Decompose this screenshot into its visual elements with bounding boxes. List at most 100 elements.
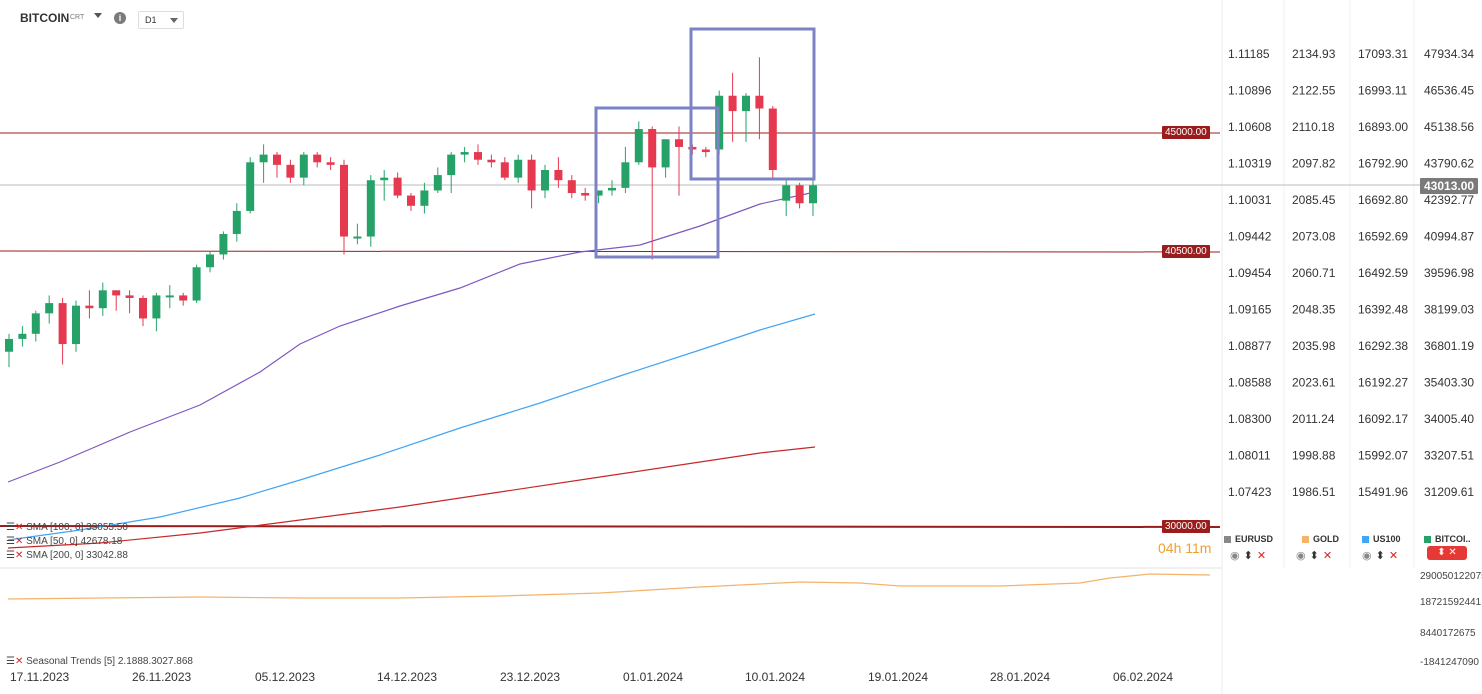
- price-axis-label: 16692.80: [1358, 193, 1408, 207]
- close-icon[interactable]: ✕: [14, 550, 24, 561]
- level-tag-30000[interactable]: 30000.00: [1162, 520, 1210, 533]
- candle-body: [340, 164, 348, 237]
- price-axis-label: 16092.17: [1358, 412, 1408, 426]
- close-icon[interactable]: ✕: [1256, 550, 1267, 562]
- info-icon[interactable]: i: [114, 12, 126, 24]
- sort-arrows-icon[interactable]: ⬍: [1437, 547, 1446, 558]
- sort-arrows-icon[interactable]: ⬍: [1243, 550, 1253, 562]
- chevron-down-icon: [170, 18, 178, 23]
- candle-body: [31, 313, 40, 334]
- instrument-us100[interactable]: US100: [1362, 534, 1401, 544]
- instrument-eurusd[interactable]: EURUSD: [1224, 534, 1273, 544]
- symbol-name[interactable]: BITCOIN: [20, 11, 70, 25]
- candle-body: [219, 233, 228, 255]
- price-axis-label: 1.08877: [1228, 339, 1272, 353]
- close-icon[interactable]: ✕: [1322, 550, 1333, 562]
- sma200-legend[interactable]: ☰✕ SMA [200, 0] 33042.88: [6, 550, 128, 561]
- price-axis-label: 46536.45: [1424, 84, 1474, 98]
- sma50-legend[interactable]: ☰✕ SMA [50, 0] 42678.18: [6, 536, 122, 547]
- price-axis-label: 2048.35: [1292, 303, 1336, 317]
- candle-body: [728, 95, 737, 112]
- symbol-dropdown-icon[interactable]: [94, 13, 102, 18]
- price-axis-label: 1.09454: [1228, 266, 1272, 280]
- sort-arrows-icon[interactable]: ⬍: [1375, 550, 1385, 562]
- lower-axis-label: 8440172675: [1420, 628, 1476, 639]
- price-axis-label: 2023.61: [1292, 376, 1336, 390]
- price-axis-label: 1986.51: [1292, 485, 1336, 499]
- timeframe-select[interactable]: D1: [138, 11, 184, 29]
- eye-icon[interactable]: ◉: [1296, 550, 1306, 562]
- price-axis-label: 1.10896: [1228, 84, 1272, 98]
- price-axis-label: 2122.55: [1292, 84, 1336, 98]
- us100-swatch: [1362, 536, 1369, 544]
- legend-menu-icon[interactable]: ☰: [6, 550, 15, 561]
- candle-body: [353, 236, 362, 239]
- eurusd-swatch: [1224, 536, 1231, 544]
- candle-body: [5, 338, 13, 352]
- gold-swatch: [1302, 536, 1309, 544]
- close-icon[interactable]: ✕: [1448, 547, 1457, 558]
- candle-body: [541, 169, 549, 191]
- level-tag-40500[interactable]: 40500.00: [1162, 245, 1210, 258]
- sort-arrows-icon[interactable]: ⬍: [1309, 550, 1319, 562]
- instrument-gold[interactable]: GOLD: [1302, 534, 1339, 544]
- price-axis-label: 36801.19: [1424, 339, 1474, 353]
- price-axis-label: 1.08011: [1228, 449, 1271, 463]
- legend-menu-icon[interactable]: ☰: [6, 536, 15, 547]
- price-axis-label: 16492.59: [1358, 266, 1408, 280]
- price-axis-label: 2035.98: [1292, 339, 1336, 353]
- candle-body: [782, 185, 791, 201]
- price-axis-label: 17093.31: [1358, 47, 1408, 61]
- candle-body: [313, 154, 322, 163]
- legend-menu-icon[interactable]: ☰: [6, 656, 15, 667]
- price-axis-label: 2097.82: [1292, 157, 1336, 171]
- price-axis-label: 43790.62: [1424, 157, 1474, 171]
- seasonal-label: Seasonal Trends [5] 2.1888.3027.868: [26, 656, 193, 667]
- seasonal-legend[interactable]: ☰✕ Seasonal Trends [5] 2.1888.3027.868: [6, 656, 193, 667]
- legend-menu-icon[interactable]: ☰: [6, 522, 15, 533]
- timeframe-value: D1: [145, 15, 157, 25]
- price-axis-label: 40994.87: [1424, 230, 1474, 244]
- sma100-legend[interactable]: ☰✕ SMA [100, 0] 33055.50: [6, 522, 128, 533]
- candle-body: [139, 297, 147, 319]
- date-label: 10.01.2024: [745, 670, 806, 684]
- price-axis-label: 16392.48: [1358, 303, 1408, 317]
- eye-icon[interactable]: ◉: [1230, 550, 1240, 562]
- close-icon[interactable]: ✕: [1388, 550, 1399, 562]
- date-label: 26.11.2023: [132, 670, 192, 684]
- eurusd-controls[interactable]: ◉ ⬍ ✕: [1230, 549, 1266, 562]
- price-axis-label: 2134.93: [1292, 47, 1336, 61]
- level-tag-45000[interactable]: 45000.00: [1162, 126, 1210, 139]
- candle-body: [634, 129, 643, 163]
- candle-body: [514, 159, 523, 178]
- candle-body: [701, 149, 710, 153]
- price-axis-label: 1.10319: [1228, 157, 1272, 171]
- level-line-40500: [0, 250, 1221, 253]
- candle-body: [125, 295, 134, 298]
- close-icon[interactable]: ✕: [14, 536, 24, 547]
- candle-body: [206, 254, 214, 268]
- close-icon[interactable]: ✕: [14, 522, 24, 533]
- eye-icon[interactable]: ◉: [1362, 550, 1372, 562]
- candle-body: [447, 154, 456, 176]
- date-label: 19.01.2024: [868, 670, 929, 684]
- candle-body: [165, 295, 174, 298]
- price-axis-label: 16192.27: [1358, 376, 1408, 390]
- candle-body: [474, 152, 482, 160]
- bitcoin-controls[interactable]: ⬍ ✕: [1427, 546, 1467, 560]
- close-icon[interactable]: ✕: [14, 656, 24, 667]
- candle-body: [380, 177, 389, 181]
- symbol-suffix: CRT: [70, 14, 85, 21]
- candle-body: [259, 154, 268, 163]
- candle-body: [85, 305, 94, 309]
- price-axis-label: 15992.07: [1358, 449, 1408, 463]
- price-axis-label: 16893.00: [1358, 120, 1408, 134]
- candle-body: [45, 303, 54, 314]
- us100-controls[interactable]: ◉ ⬍ ✕: [1362, 549, 1398, 562]
- instrument-bitcoin[interactable]: BITCOI..: [1424, 534, 1471, 544]
- candle-timer: 04h 11m: [1158, 540, 1212, 556]
- instrument-label: EURUSD: [1235, 534, 1274, 544]
- price-axis-label: 2011.24: [1292, 412, 1335, 426]
- gold-controls[interactable]: ◉ ⬍ ✕: [1296, 549, 1332, 562]
